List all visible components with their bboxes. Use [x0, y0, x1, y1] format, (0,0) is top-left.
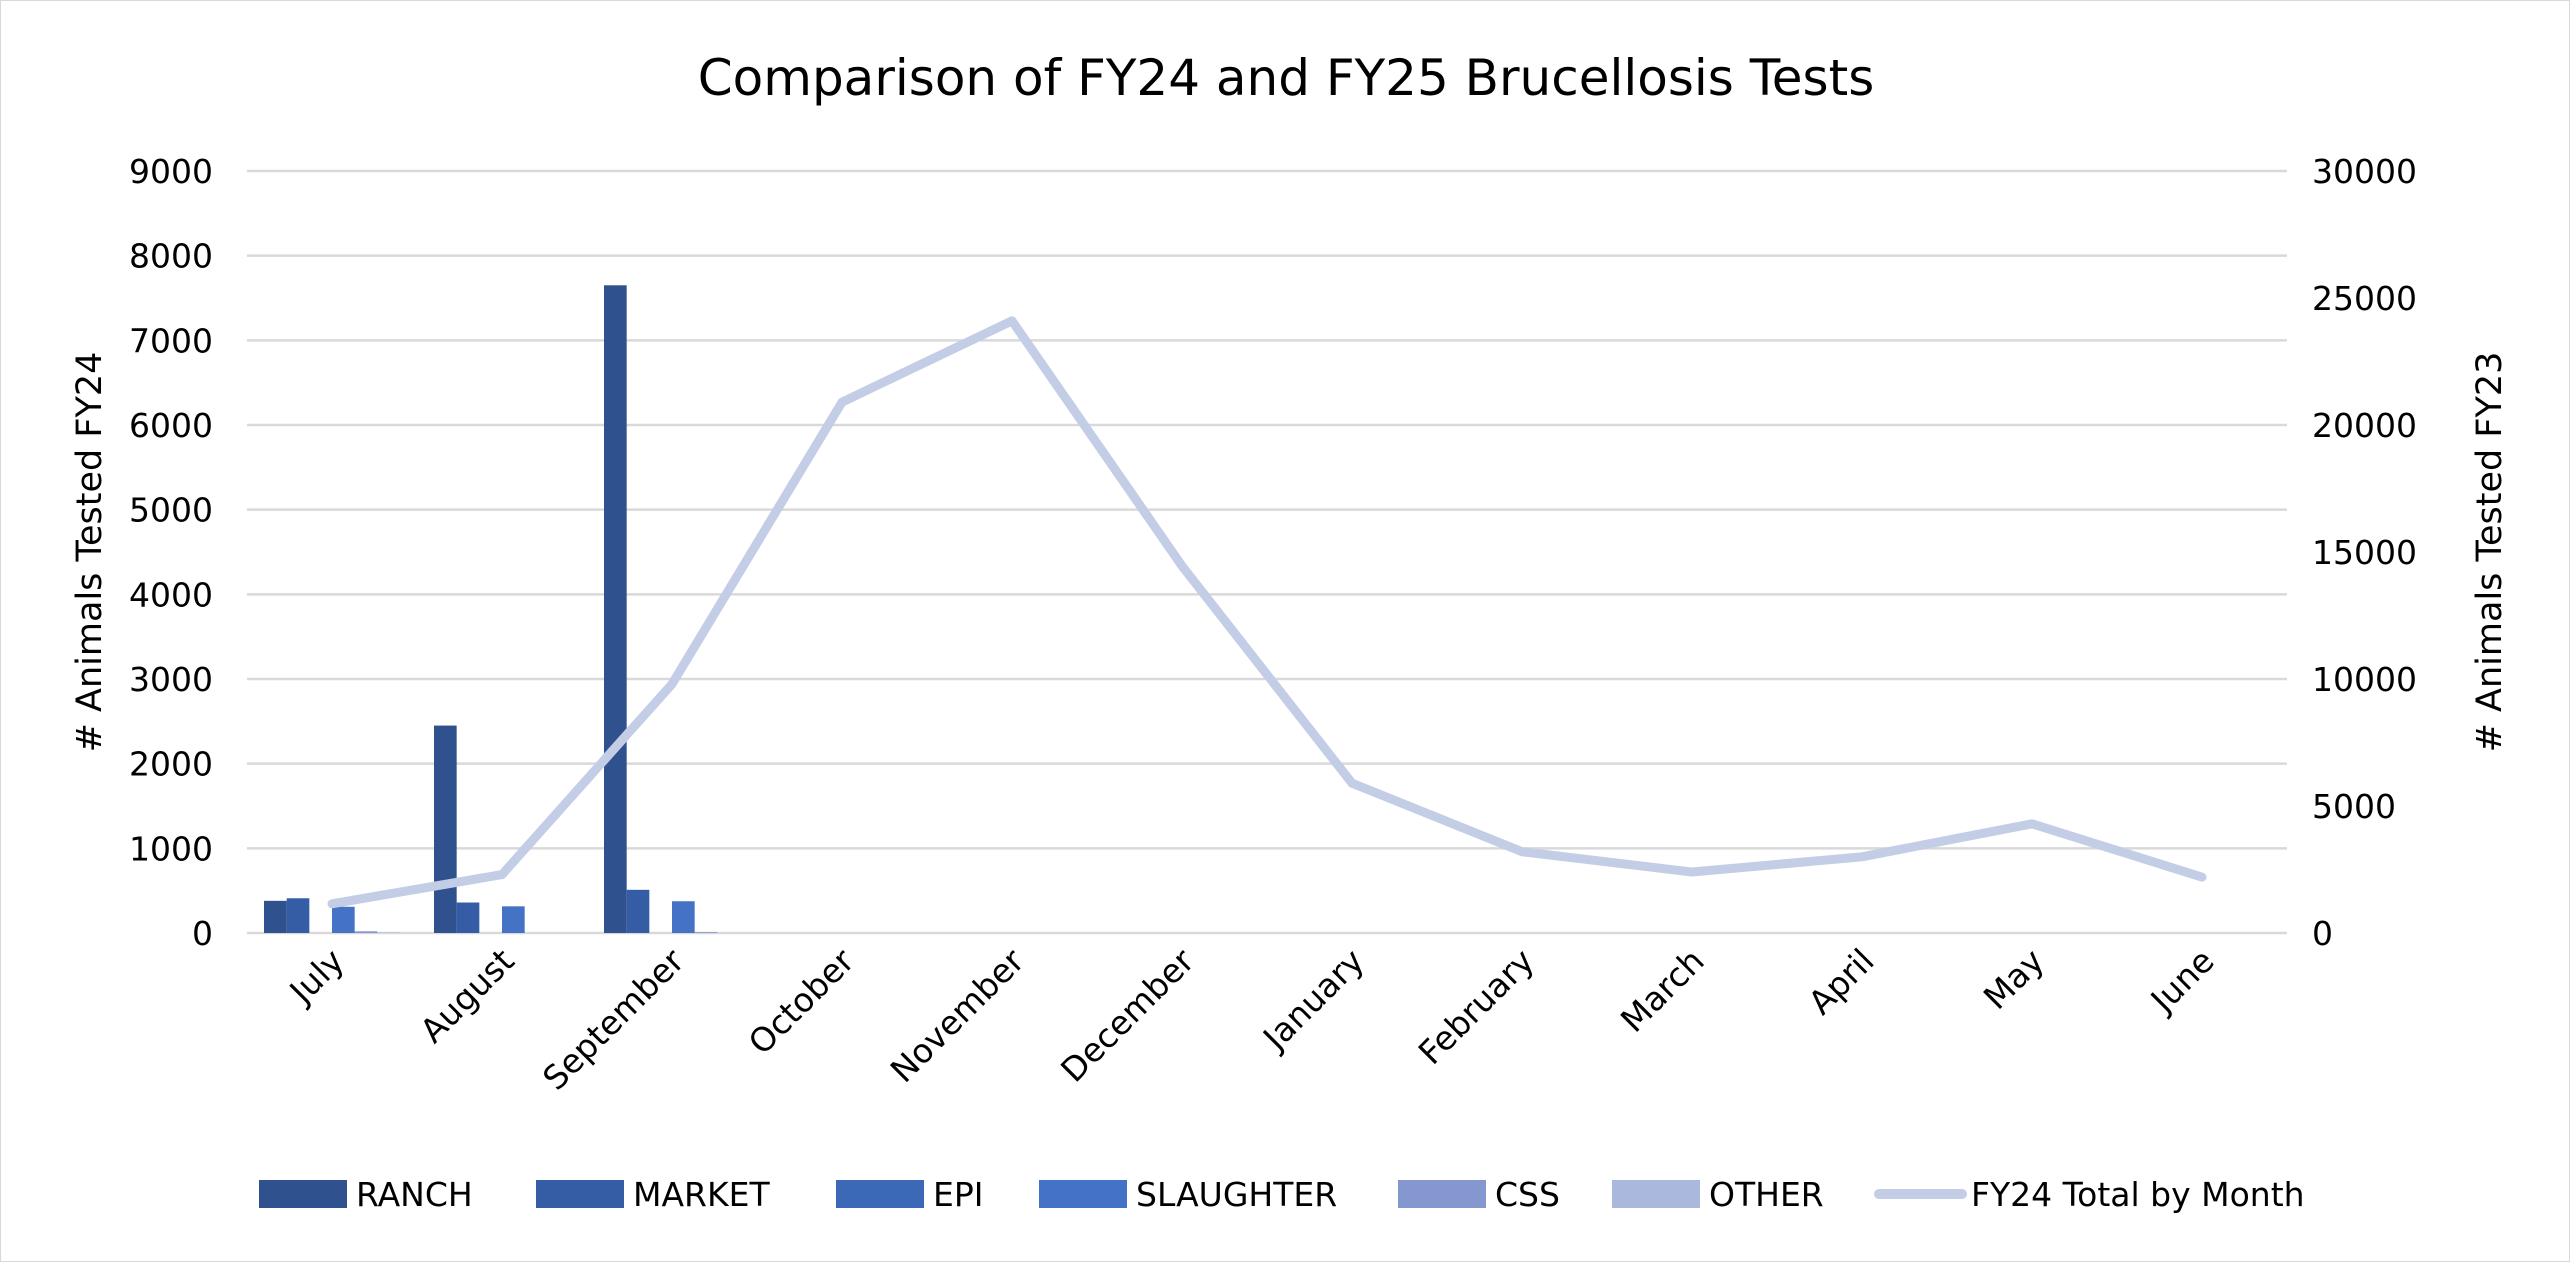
bar-slaughter: [502, 906, 525, 933]
x-tick-label: December: [1053, 941, 1202, 1090]
bar-market: [287, 898, 310, 933]
left-tick-label: 6000: [129, 406, 213, 445]
x-tick-label: November: [883, 941, 1032, 1090]
x-tick-label: April: [1801, 941, 1882, 1022]
legend-swatch-slaughter: [1039, 1180, 1127, 1208]
left-tick-label: 9000: [129, 152, 213, 191]
x-tick-label: January: [1254, 941, 1371, 1058]
bar-slaughter: [672, 901, 695, 933]
left-axis-title: # Animals Tested FY24: [70, 352, 110, 753]
right-tick-label: 25000: [2312, 279, 2417, 318]
legend-swatch-market: [536, 1180, 624, 1208]
legend-swatch-ranch: [259, 1180, 347, 1208]
bars: [264, 285, 717, 933]
legend-label: CSS: [1495, 1175, 1560, 1214]
legend-swatch-other: [1612, 1180, 1700, 1208]
right-axis-title: # Animals Tested FY23: [2470, 352, 2510, 753]
bar-market: [627, 890, 650, 933]
legend-swatch-epi: [836, 1180, 924, 1208]
legend-swatch-css: [1398, 1180, 1486, 1208]
legend-label: OTHER: [1709, 1175, 1824, 1214]
legend-label: SLAUGHTER: [1136, 1175, 1337, 1214]
legend-label: MARKET: [633, 1175, 770, 1214]
right-tick-label: 0: [2312, 914, 2333, 953]
x-tick-label: September: [535, 941, 692, 1098]
right-tick-label: 15000: [2312, 533, 2417, 572]
legend: RANCH MARKET EPI SLAUGHTER CSS OTHER FY24 Tota…: [259, 1175, 2305, 1214]
legend-label: FY24 Total by Month: [1971, 1175, 2305, 1214]
left-tick-label: 8000: [129, 237, 213, 276]
x-tick-label: March: [1613, 941, 1712, 1040]
left-tick-label: 5000: [129, 491, 213, 530]
left-tick-label: 7000: [129, 321, 213, 360]
x-tick-label: February: [1411, 941, 1542, 1072]
legend-label: EPI: [933, 1175, 983, 1214]
legend-label: RANCH: [356, 1175, 473, 1214]
bar-css: [355, 931, 378, 933]
bar-ranch: [264, 901, 287, 933]
right-tick-label: 20000: [2312, 406, 2417, 445]
bar-slaughter: [332, 907, 355, 933]
right-tick-label: 5000: [2312, 787, 2396, 826]
left-tick-label: 3000: [129, 660, 213, 699]
x-tick-label: October: [741, 941, 862, 1062]
x-tick-label: May: [1976, 941, 2052, 1017]
right-tick-label: 10000: [2312, 660, 2417, 699]
x-tick-label: August: [412, 941, 521, 1050]
left-axis-ticks: 0 1000 2000 3000 4000 5000 6000 7000 8000 9000: [129, 152, 213, 953]
right-tick-label: 30000: [2312, 152, 2417, 191]
left-tick-label: 2000: [129, 745, 213, 784]
bar-ranch: [434, 726, 457, 933]
x-tick-label: June: [2142, 941, 2222, 1021]
left-tick-label: 0: [192, 914, 213, 953]
right-axis-ticks: 0 5000 10000 15000 20000 25000 30000: [2312, 152, 2417, 953]
chart-title: Comparison of FY24 and FY25 Brucellosis …: [698, 49, 1875, 107]
bar-css: [695, 932, 718, 933]
left-tick-label: 1000: [129, 829, 213, 868]
bar-market: [457, 903, 480, 933]
left-tick-label: 4000: [129, 575, 213, 614]
x-tick-label: July: [281, 941, 352, 1012]
bar-ranch: [604, 285, 627, 933]
